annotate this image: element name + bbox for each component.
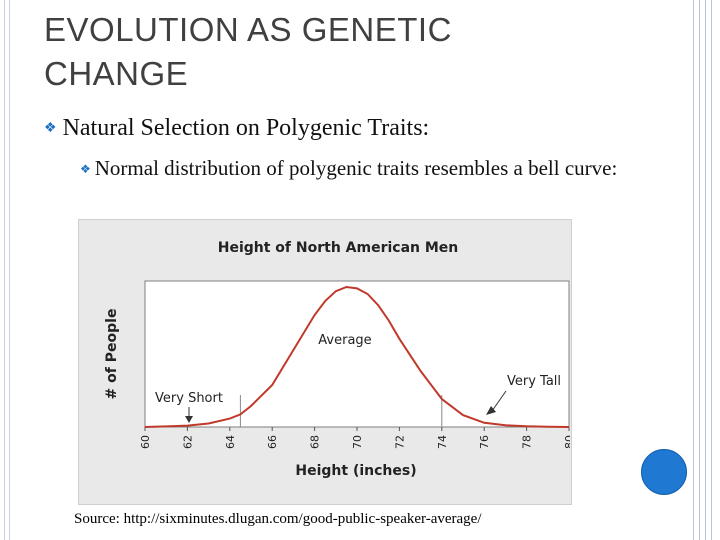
very-short-arrowhead [185,416,193,423]
x-tick-label: 64 [224,435,237,449]
x-tick-label: 74 [436,435,449,449]
x-axis-ticks: 60 62 64 66 68 70 72 74 76 78 80 [139,427,570,449]
x-tick-label: 76 [478,435,491,449]
reference-lines [239,395,443,427]
x-tick-label: 78 [521,435,534,449]
sub-bullet-icon: ❖ [80,162,91,176]
bell-curve-line [144,285,570,428]
bullet-sub-text: Normal distribution of polygenic traits … [94,156,618,180]
very-tall-arrow [491,390,507,412]
x-tick-label: 60 [139,435,152,449]
x-tick-label: 66 [266,435,279,449]
x-tick-label: 68 [309,435,322,449]
left-border [0,0,12,540]
x-tick-label: 70 [351,435,364,449]
x-tick-label: 62 [181,435,194,449]
slide-title: EVOLUTION AS GENETIC CHANGE [44,11,452,92]
decorative-circle [641,449,687,495]
x-tick-label: 80 [563,435,570,449]
very-tall-arrowhead [486,406,496,415]
x-tick-label: 72 [393,435,406,449]
very-short-label: Very Short [155,391,223,406]
right-border [686,0,720,540]
average-label: Average [318,333,371,348]
bullet-main-text: Natural Selection on Polygenic Traits: [62,115,430,141]
y-axis-label: # of People [104,309,120,400]
bullet-icon: ❖ [44,121,57,136]
bell-curve-chart: Height of North American Men # of People… [104,240,570,479]
x-axis-label: Height (inches) [295,463,416,479]
bullet-sub: ❖ Normal distribution of polygenic traits… [80,153,640,184]
chart-title: Height of North American Men [218,240,459,256]
bullet-main: ❖ Natural Selection on Polygenic Traits: [44,115,429,142]
source-citation: Source: http://sixminutes.dlugan.com/goo… [74,511,482,527]
very-tall-label: Very Tall [507,374,561,389]
